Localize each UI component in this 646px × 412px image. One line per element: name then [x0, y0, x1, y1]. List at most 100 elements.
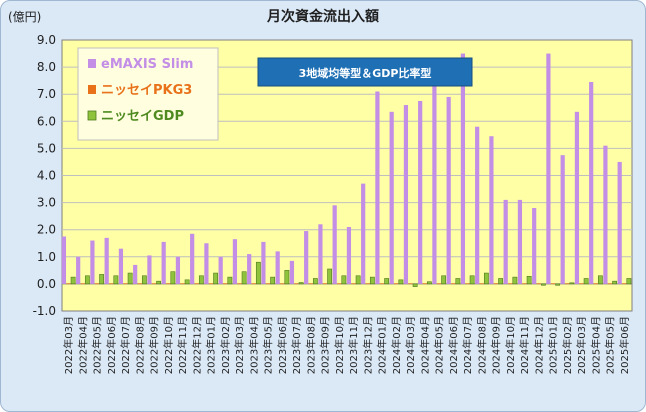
x-tick-label: 2023年01月: [205, 316, 218, 374]
bar: [304, 231, 309, 284]
bar: [622, 283, 627, 285]
x-tick-label: 2024年04月: [418, 316, 431, 374]
bar: [617, 161, 622, 284]
bar: [593, 283, 598, 285]
legend-swatch: [88, 85, 96, 94]
bar: [579, 283, 584, 285]
bar: [223, 283, 228, 285]
bar: [574, 111, 580, 284]
chart-title: 月次資金流出入額: [267, 9, 379, 25]
x-tick-label: 2024年03月: [404, 316, 417, 374]
x-tick-label: 2024年11月: [518, 316, 531, 374]
bar: [517, 199, 523, 284]
bar: [389, 111, 394, 284]
bar: [127, 272, 133, 285]
bar: [327, 268, 333, 285]
y-tick-label: 9.0: [37, 33, 56, 47]
annotation-label: 3地域均等型＆GDP比率型: [299, 66, 432, 80]
y-axis-unit-label: (億円): [8, 10, 42, 24]
bar: [332, 205, 337, 284]
x-tick-label: 2022年10月: [162, 316, 175, 374]
bar: [508, 283, 513, 285]
x-tick-label: 2025年01月: [547, 316, 560, 374]
bar: [166, 283, 171, 285]
x-tick-label: 2025年06月: [618, 316, 631, 374]
x-tick-label: 2022年08月: [133, 316, 146, 374]
bar: [261, 241, 266, 284]
x-tick-label: 2024年09月: [490, 316, 503, 374]
bar: [565, 283, 570, 285]
x-tick-label: 2023年06月: [276, 316, 289, 374]
bar: [322, 283, 328, 285]
x-tick-label: 2024年07月: [461, 316, 474, 374]
bar: [218, 256, 223, 284]
x-tick-label: 2024年12月: [532, 316, 545, 374]
bar: [275, 251, 280, 284]
bar: [318, 224, 323, 284]
y-tick-label: 8.0: [37, 60, 56, 74]
x-tick-label: 2022年06月: [105, 316, 118, 374]
bar: [337, 283, 342, 285]
y-tick-label: 7.0: [37, 87, 56, 101]
x-tick-label: 2025年03月: [575, 316, 588, 374]
bar: [104, 237, 109, 284]
bar: [375, 91, 380, 284]
x-tick-label: 2023年12月: [361, 316, 374, 374]
bar: [147, 255, 152, 284]
bar: [190, 233, 195, 284]
bar: [213, 272, 219, 285]
bar: [498, 278, 504, 285]
bar: [280, 283, 285, 285]
bar: [612, 280, 618, 285]
bar: [418, 100, 423, 284]
bar: [237, 283, 242, 285]
bar: [355, 275, 361, 285]
bar: [76, 256, 81, 284]
bar: [441, 275, 447, 285]
bar: [137, 283, 142, 285]
bar: [607, 283, 613, 285]
bar: [603, 145, 608, 284]
legend-label: ニッセイGDP: [101, 109, 184, 124]
bar: [469, 275, 475, 285]
bar: [84, 275, 90, 285]
bar: [109, 283, 114, 285]
bar: [70, 276, 76, 285]
x-tick-label: 2022年12月: [190, 316, 203, 374]
bar: [408, 283, 413, 285]
bar: [265, 283, 271, 285]
x-tick-label: 2023年10月: [333, 316, 346, 374]
bar: [61, 236, 67, 284]
bar: [241, 271, 247, 285]
bar: [90, 240, 95, 284]
bar: [398, 279, 404, 285]
x-tick-label: 2024年05月: [433, 316, 446, 374]
y-tick-label: -1.0: [33, 304, 56, 318]
bar: [251, 283, 256, 285]
bar: [560, 155, 565, 284]
y-tick-label: 1.0: [37, 250, 56, 264]
x-tick-label: 2024年10月: [504, 316, 517, 374]
bar: [512, 276, 518, 285]
bar: [369, 276, 375, 285]
y-tick-label: 6.0: [37, 114, 56, 128]
bar: [436, 283, 442, 285]
bar: [493, 283, 499, 285]
x-tick-label: 2025年04月: [589, 316, 602, 374]
bar: [94, 283, 100, 285]
bar: [532, 208, 537, 284]
bar: [489, 136, 494, 284]
x-tick-label: 2022年04月: [76, 316, 89, 374]
x-tick-label: 2025年02月: [561, 316, 574, 374]
x-tick-label: 2023年02月: [219, 316, 232, 374]
y-tick-label: 4.0: [37, 169, 56, 183]
x-tick-label: 2023年09月: [319, 316, 332, 374]
bar: [346, 226, 352, 284]
bar: [298, 282, 304, 285]
bar: [180, 283, 185, 285]
x-tick-label: 2023年05月: [262, 316, 275, 374]
bar: [123, 283, 128, 285]
bar: [156, 280, 162, 285]
x-tick-label: 2022年11月: [176, 316, 189, 374]
